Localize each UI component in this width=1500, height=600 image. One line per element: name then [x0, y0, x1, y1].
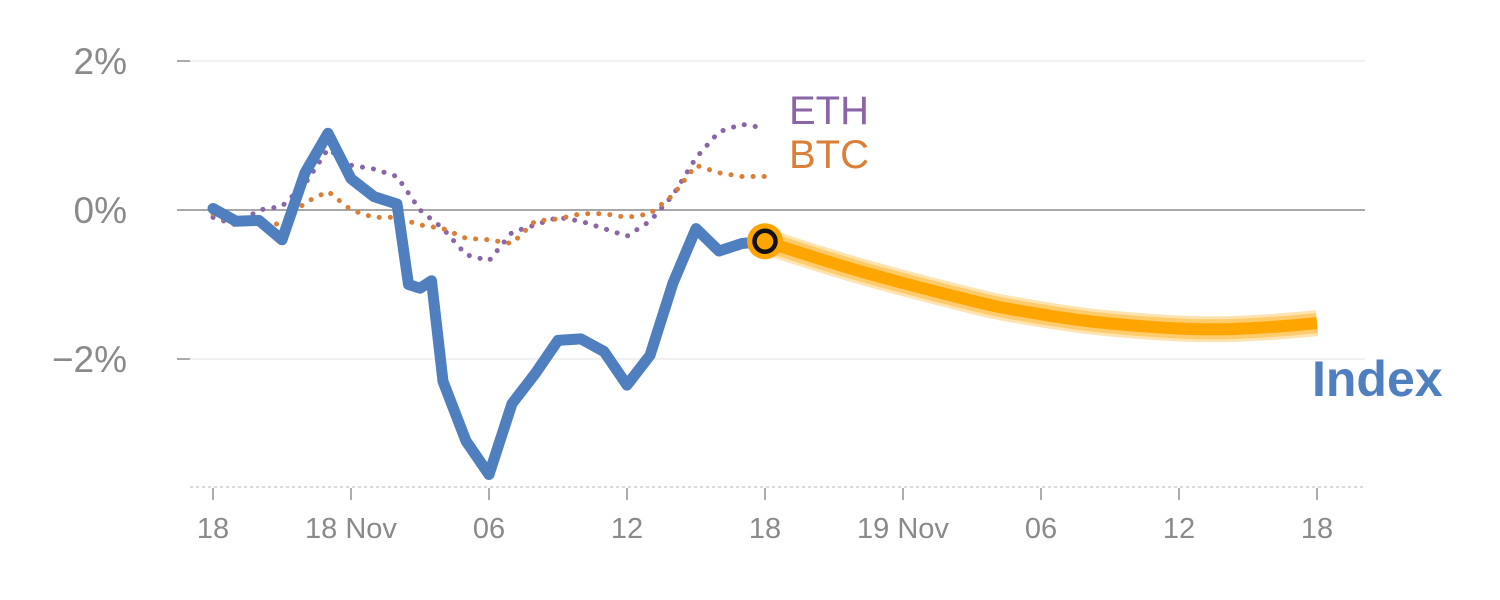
y-tick-label: −2% — [52, 339, 127, 380]
x-tick-label: 19 Nov — [857, 513, 949, 545]
series-line-eth — [210, 121, 768, 264]
axis-layer: 2% 0% −2% 18 18 Nov 06 12 18 19 Nov 06 12 18 — [52, 41, 1365, 545]
y-tick-label: 0% — [74, 190, 127, 231]
x-tick-label: 06 — [1025, 513, 1057, 545]
x-tick-label: 12 — [611, 513, 643, 545]
x-tick-label: 18 — [749, 513, 781, 545]
x-tick-label: 12 — [1163, 513, 1195, 545]
x-tick-label: 18 — [197, 513, 229, 545]
series-label-index: Index — [1312, 351, 1443, 407]
marker-layer — [747, 223, 783, 260]
series-layer — [207, 121, 1319, 480]
label-layer: ETH BTC Index — [789, 89, 1443, 407]
y-tick-label: 2% — [74, 41, 127, 82]
series-label-btc: BTC — [789, 133, 869, 177]
series-line-index — [207, 127, 771, 480]
x-tick-label: 18 Nov — [305, 513, 397, 545]
x-tick-label: 06 — [473, 513, 505, 545]
series-label-eth: ETH — [789, 89, 869, 133]
forecast-line — [763, 235, 1318, 336]
current-value-marker — [752, 228, 778, 255]
grid-layer — [177, 60, 1365, 360]
series-line-btc — [210, 162, 768, 246]
x-tick-label: 18 — [1301, 513, 1333, 545]
